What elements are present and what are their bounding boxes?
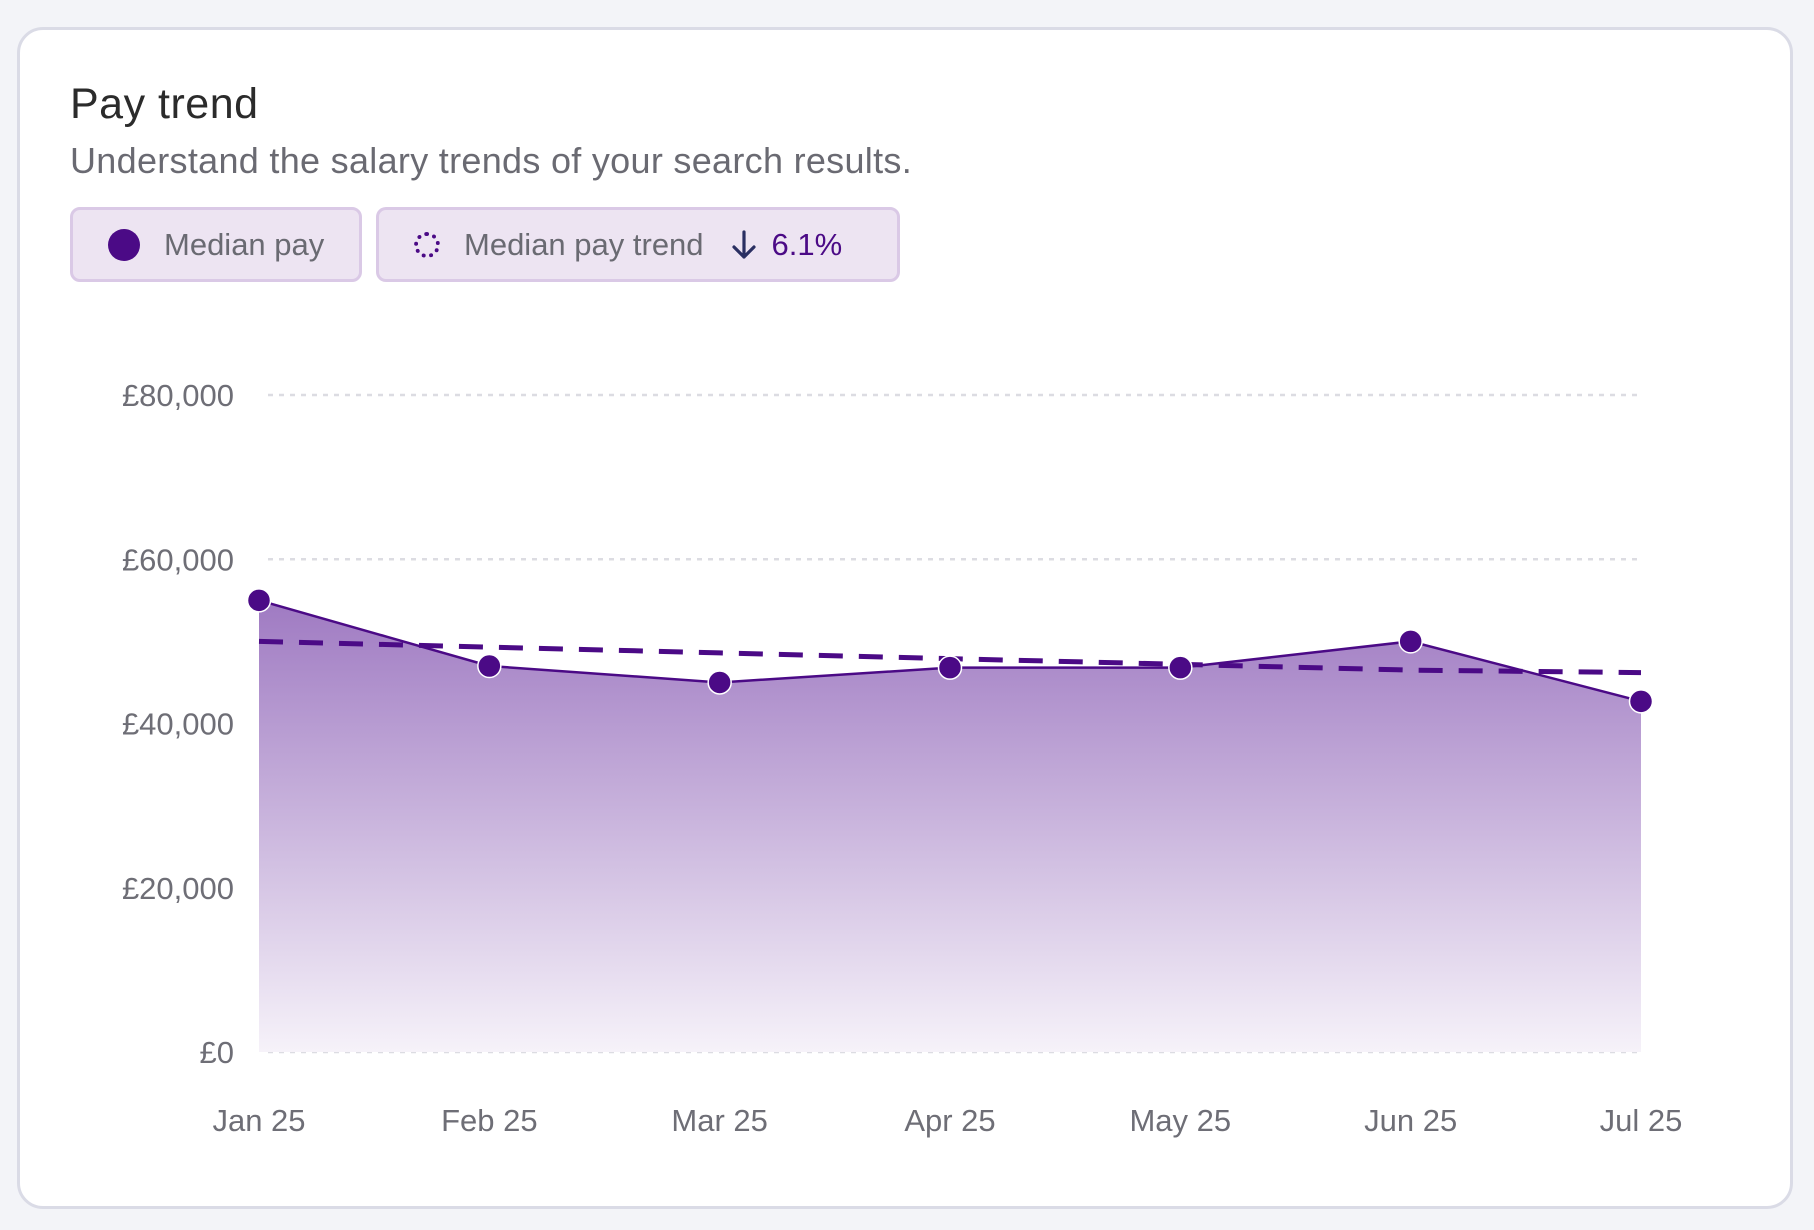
x-tick-label: Jan 25 [212,1103,305,1138]
y-tick-label: £20,000 [122,871,234,906]
median-pay-point[interactable] [707,670,732,695]
median-pay-point[interactable] [1628,689,1654,714]
card-title: Pay trend [70,80,259,128]
x-tick-label: Jul 25 [1600,1103,1683,1138]
x-tick-label: May 25 [1129,1103,1231,1138]
y-tick-label: £80,000 [122,378,234,413]
median-pay-point[interactable] [477,653,502,679]
legend-median-pay-trend-chip[interactable]: Median pay trend 6.1% [376,207,900,282]
x-tick-label: Feb 25 [441,1103,538,1138]
median-pay-point[interactable] [1168,655,1193,680]
solid-dot-icon [108,228,140,261]
arrow-down-icon [731,229,756,259]
median-pay-point[interactable] [246,588,272,613]
legend-median-pay-chip[interactable]: Median pay [70,207,362,282]
x-tick-label: Apr 25 [904,1103,995,1138]
y-tick-label: £60,000 [122,542,234,577]
y-tick-label: £40,000 [122,707,234,742]
legend-trend-value: 6.1% [771,226,843,262]
x-tick-label: Jun 25 [1364,1103,1457,1138]
legend-trend-label: Median pay trend [464,226,704,262]
median-pay-point[interactable] [937,655,963,680]
x-tick-label: Mar 25 [671,1103,767,1138]
y-tick-label: £0 [200,1035,234,1070]
card-subtitle: Understand the salary trends of your sea… [70,140,912,181]
median-pay-area [259,600,1641,1052]
dotted-circle-icon [414,231,440,258]
median-pay-point[interactable] [1398,629,1423,654]
legend-median-pay-label: Median pay [164,226,325,262]
